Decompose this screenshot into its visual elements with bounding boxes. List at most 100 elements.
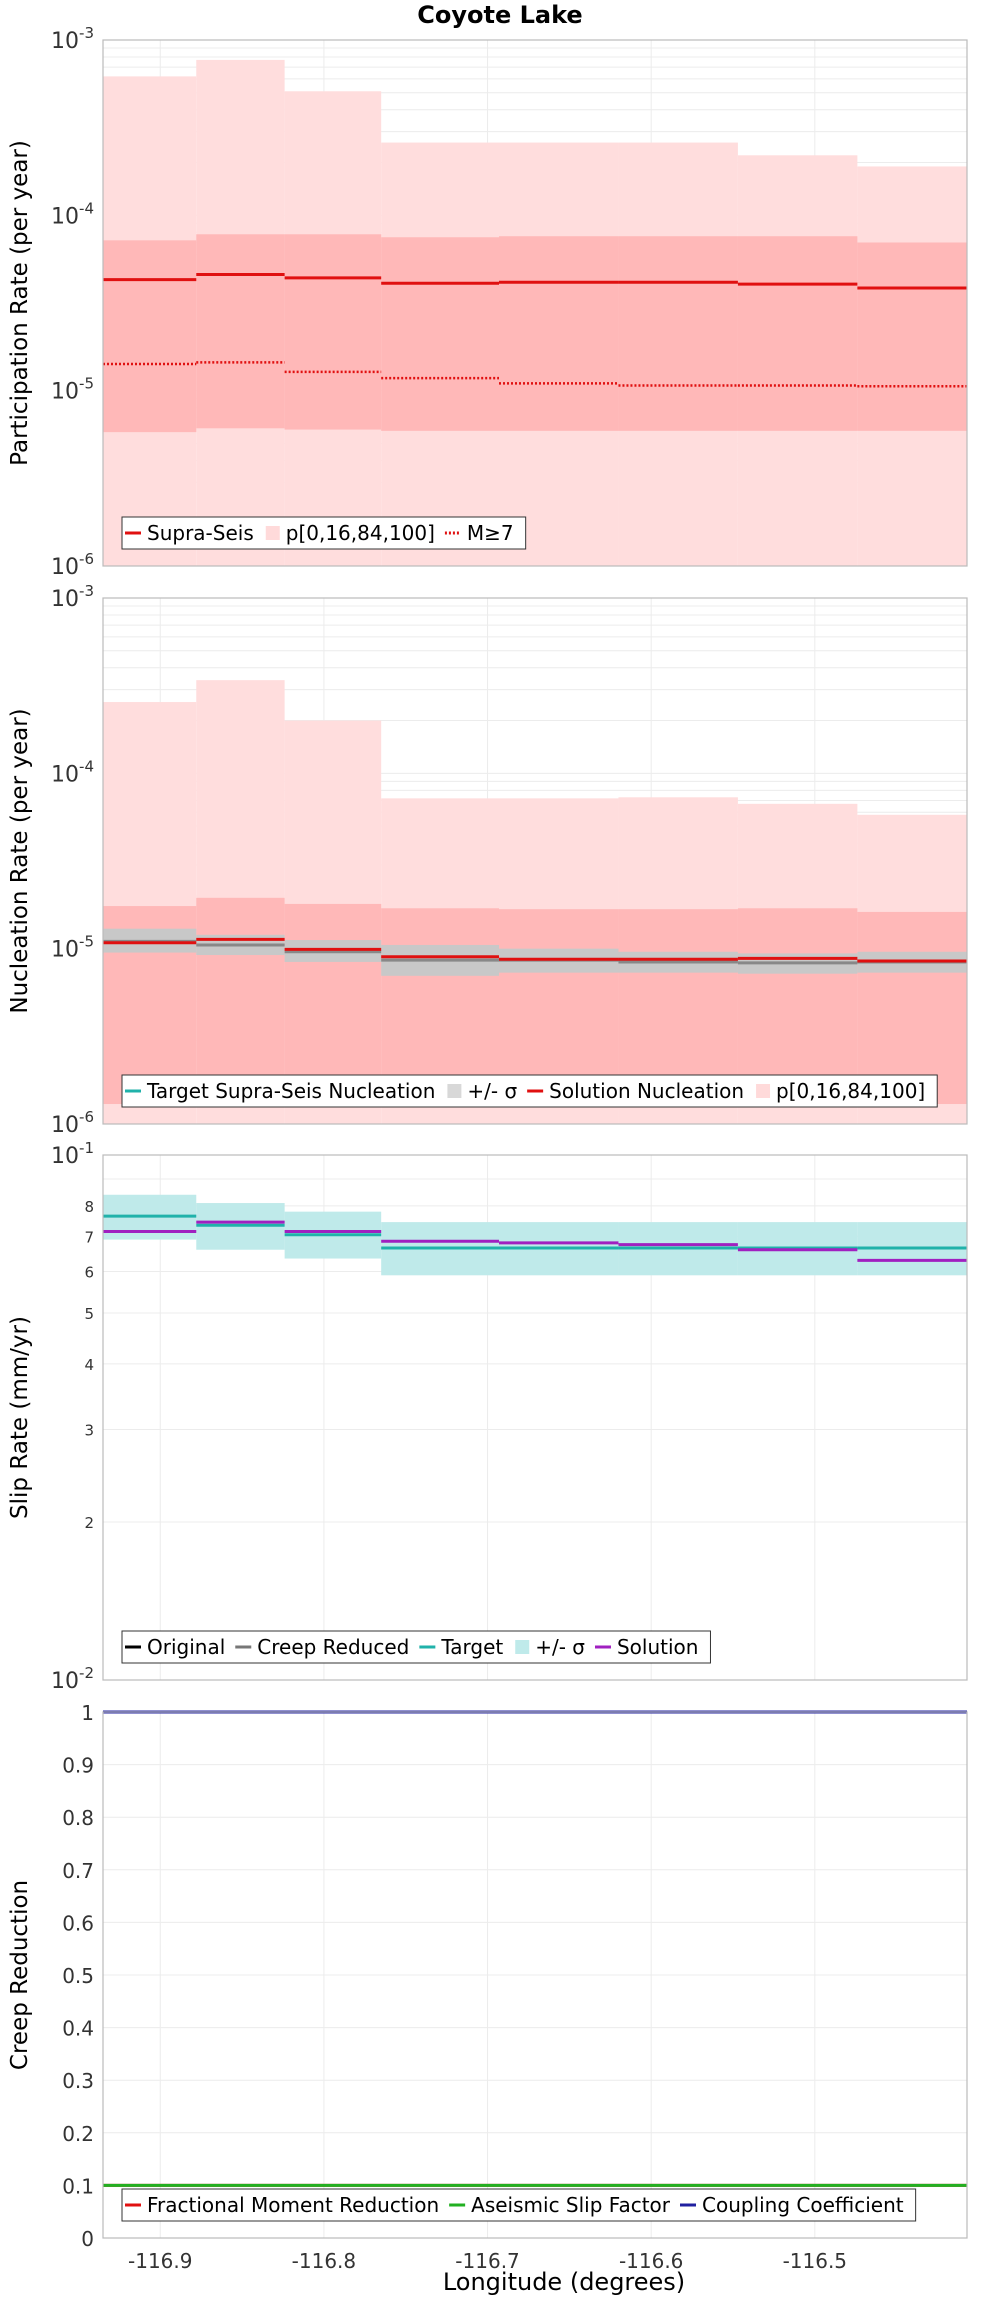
- y-tick-label: 10-5: [51, 933, 94, 963]
- y-axis-label: Slip Rate (mm/yr): [7, 1316, 33, 1519]
- legend-swatch: [265, 526, 280, 540]
- legend-swatch: [447, 1084, 462, 1098]
- y-axis-label: Creep Reduction: [7, 1880, 33, 2070]
- y-tick-label: 0.9: [62, 1754, 94, 1778]
- legend-label: Supra-Seis: [147, 521, 254, 545]
- y-minor-tick-label: 8: [84, 1198, 94, 1216]
- y-tick-label: 10-2: [51, 1664, 94, 1694]
- y-axis-label: Participation Rate (per year): [7, 140, 33, 466]
- legend-label: Target: [440, 1635, 503, 1659]
- y-minor-tick-label: 5: [84, 1305, 94, 1323]
- legend-item-target: Target: [419, 1635, 503, 1659]
- y-tick-label: 10-6: [51, 550, 94, 580]
- y-tick-label: 0.6: [62, 1911, 94, 1935]
- legend-item-coupling-coefficient: Coupling Coefficient: [680, 2193, 904, 2217]
- x-tick-label: -116.6: [619, 2249, 683, 2273]
- y-minor-tick-label: 2: [84, 1514, 94, 1532]
- band-p16-84: [284, 234, 382, 430]
- band-p16-84: [857, 242, 967, 431]
- legend: Supra-Seis p[0,16,84,100] M≥7: [121, 516, 527, 550]
- band-p16-84: [103, 240, 197, 433]
- legend-label: Target Supra-Seis Nucleation: [146, 1079, 435, 1103]
- legend-label: Solution Nucleation: [549, 1079, 744, 1103]
- x-tick-label: -116.9: [128, 2249, 192, 2273]
- legend-label: Coupling Coefficient: [702, 2193, 904, 2217]
- plot-frame: [102, 39, 968, 567]
- legend-item-m-7: M≥7: [444, 521, 514, 545]
- legend-label: Original: [147, 1635, 225, 1659]
- band-p16-84: [499, 909, 619, 1105]
- y-tick-label: 0.7: [62, 1859, 94, 1883]
- band-p16-84: [196, 234, 285, 429]
- y-tick-label: 1: [81, 1701, 94, 1725]
- band-p16-84: [284, 903, 382, 1105]
- y-tick-label: 10-4: [51, 199, 94, 229]
- legend-item-fractional-moment-reduction: Fractional Moment Reduction: [125, 2193, 439, 2217]
- plot-frame: [102, 1154, 968, 1681]
- legend-label: M≥7: [467, 521, 514, 545]
- legend-swatch: [515, 1640, 530, 1654]
- legend-item-aseismic-slip-factor: Aseismic Slip Factor: [449, 2193, 671, 2217]
- panel-participation: 10-3 10-4 10-5 10-6 Participation Rate (per …: [7, 24, 968, 580]
- band-p16-84: [499, 236, 619, 431]
- band-p16-84: [381, 908, 499, 1105]
- legend: Fractional Moment Reduction Aseismic Slip…: [121, 2188, 917, 2222]
- plot-frame: [102, 1711, 968, 2239]
- legend-item-p-0-16-84-100: p[0,16,84,100]: [265, 521, 435, 545]
- legend-label: +/- σ: [535, 1635, 585, 1659]
- legend-box: [121, 1630, 711, 1664]
- legend-item-supra-seis: Supra-Seis: [125, 521, 254, 545]
- y-tick-label: 0.3: [62, 2069, 94, 2093]
- legend-item-target-supra-seis-nucleation: Target Supra-Seis Nucleation: [125, 1079, 435, 1103]
- panel-slip: 10-1 10-2 2 3 4 5 6 7 8 Slip Rate (mm/yr) Original…: [7, 1139, 968, 1694]
- y-tick-label: 10-6: [51, 1108, 94, 1138]
- legend-item-original: Original: [125, 1635, 225, 1659]
- y-tick-label: 0.1: [62, 2174, 94, 2198]
- legend-box: [121, 1074, 938, 1108]
- x-axis-label: Longitude (degrees): [443, 2268, 685, 2296]
- y-axis-label: Nucleation Rate (per year): [7, 708, 33, 1013]
- legend-item-solution-nucleation: Solution Nucleation: [527, 1079, 744, 1103]
- band-p16-84: [618, 236, 738, 431]
- legend-item-solution: Solution: [594, 1635, 698, 1659]
- y-tick-label: 10-4: [51, 757, 94, 787]
- legend-item-: +/- σ: [447, 1079, 517, 1103]
- legend-swatch: [756, 1084, 771, 1098]
- legend-label: Creep Reduced: [257, 1635, 409, 1659]
- y-tick-label: 0.4: [62, 2017, 94, 2041]
- y-tick-label: 0.8: [62, 1806, 94, 1830]
- y-tick-label: 0.5: [62, 1964, 94, 1988]
- legend-label: Solution: [617, 1635, 698, 1659]
- y-minor-tick-label: 4: [84, 1356, 94, 1374]
- y-tick-label: 0.2: [62, 2122, 94, 2146]
- chart-title: Coyote Lake: [417, 1, 582, 29]
- x-tick-label: -116.8: [292, 2249, 356, 2273]
- y-tick-label: 0: [81, 2227, 94, 2251]
- legend: Target Supra-Seis Nucleation +/- σ Solutio…: [121, 1074, 938, 1108]
- band-p16-84: [381, 237, 499, 431]
- x-tick-label: -116.7: [455, 2249, 519, 2273]
- x-tick-label: -116.5: [783, 2249, 847, 2273]
- y-minor-tick-label: 6: [84, 1263, 94, 1281]
- y-minor-tick-label: 3: [84, 1422, 94, 1440]
- plot-frame: [102, 597, 968, 1125]
- band-p16-84: [737, 236, 858, 431]
- y-tick-label: 10-3: [51, 582, 94, 612]
- legend-label: Aseismic Slip Factor: [471, 2193, 671, 2217]
- y-minor-tick-label: 7: [84, 1228, 94, 1246]
- legend-label: p[0,16,84,100]: [286, 521, 435, 545]
- legend-label: p[0,16,84,100]: [776, 1079, 925, 1103]
- legend-item-p-0-16-84-100: p[0,16,84,100]: [756, 1079, 925, 1103]
- panel-nucleation: 10-3 10-4 10-5 10-6 Nucleation Rate (per yea…: [7, 582, 968, 1138]
- band-p16-84: [196, 897, 285, 1105]
- y-tick-label: 10-1: [51, 1139, 94, 1169]
- legend-item-: +/- σ: [515, 1635, 585, 1659]
- legend-label: Fractional Moment Reduction: [147, 2193, 439, 2217]
- band-p16-84: [618, 909, 738, 1105]
- band-p16-84: [857, 911, 967, 1105]
- panel-creep: 0 0.1 0.2 0.3 0.4 0.5 0.6 0.7 0.8 0.9 1 Creep Reduc…: [7, 1701, 968, 2251]
- legend-box: [121, 2188, 917, 2222]
- legend-item-creep-reduced: Creep Reduced: [235, 1635, 409, 1659]
- legend-label: +/- σ: [467, 1079, 517, 1103]
